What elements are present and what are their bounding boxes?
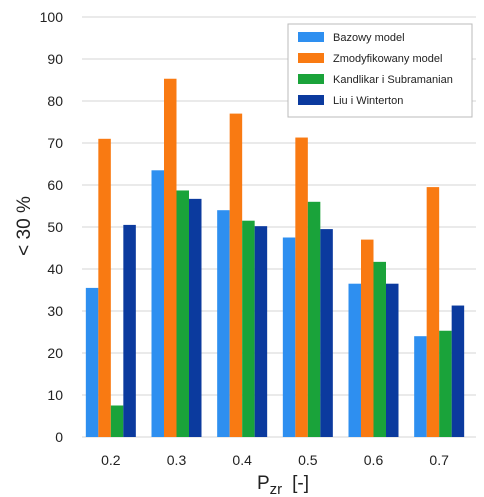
- legend-entry: Kandlikar i Subramanian: [333, 74, 453, 86]
- legend-swatch: [298, 32, 324, 42]
- x-axis-label-subscript: zr: [270, 481, 283, 497]
- legend-swatch: [298, 95, 324, 105]
- x-tick-label: 0.3: [167, 452, 187, 468]
- bar: [217, 210, 230, 437]
- bar: [123, 224, 136, 437]
- bar: [361, 239, 374, 437]
- bar: [151, 170, 164, 438]
- y-axis-label: < 30 %: [14, 196, 35, 256]
- bar: [373, 261, 386, 437]
- bars: [85, 78, 465, 438]
- legend-swatch: [298, 53, 324, 63]
- bar: [320, 229, 333, 437]
- bar: [282, 237, 296, 437]
- legend-swatch: [298, 74, 324, 84]
- x-tick-label: 0.6: [364, 452, 384, 468]
- y-tick-label: 0: [55, 429, 63, 445]
- bar: [451, 305, 465, 437]
- bar: [229, 113, 243, 437]
- y-tick-label: 40: [47, 261, 63, 277]
- x-axis-label: Pzr [-]: [257, 473, 309, 497]
- bar: [189, 198, 202, 437]
- bar: [254, 226, 268, 437]
- bar: [307, 201, 321, 437]
- x-tick-label: 0.4: [232, 452, 252, 468]
- y-tick-label: 70: [47, 135, 63, 151]
- bar: [176, 190, 189, 437]
- y-tick-label: 100: [40, 9, 64, 25]
- bar: [242, 220, 255, 437]
- x-axis-label-main: P: [257, 473, 270, 494]
- x-tick-labels: 0.2 0.3 0.4 0.5 0.6 0.7: [101, 452, 449, 468]
- y-tick-labels: 0 10 20 30 40 50 60 70 80 90 100: [40, 9, 64, 445]
- bar: [98, 138, 111, 438]
- y-tick-label: 50: [47, 219, 63, 235]
- bar: [295, 137, 308, 438]
- legend-entry: Zmodyfikowany model: [333, 53, 442, 65]
- bar: [348, 283, 361, 437]
- y-tick-label: 90: [47, 51, 63, 67]
- y-tick-label: 20: [47, 345, 63, 361]
- bar: [386, 283, 399, 437]
- y-tick-label: 60: [47, 177, 63, 193]
- legend-entry: Bazowy model: [333, 32, 405, 44]
- legend-entry: Liu i Winterton: [333, 95, 403, 107]
- y-tick-label: 80: [47, 93, 63, 109]
- x-tick-label: 0.2: [101, 452, 121, 468]
- bar: [164, 78, 177, 438]
- bar: [110, 405, 124, 437]
- x-tick-label: 0.5: [298, 452, 318, 468]
- x-axis-label-unit: [-]: [292, 473, 309, 494]
- bar: [85, 287, 99, 437]
- bar: [414, 336, 427, 437]
- bar: [426, 187, 440, 437]
- x-tick-label: 0.7: [429, 452, 449, 468]
- bar: [439, 330, 452, 437]
- legend: Bazowy model Zmodyfikowany model Kandlikar…: [287, 23, 473, 118]
- y-tick-label: 10: [47, 387, 63, 403]
- y-tick-label: 30: [47, 303, 63, 319]
